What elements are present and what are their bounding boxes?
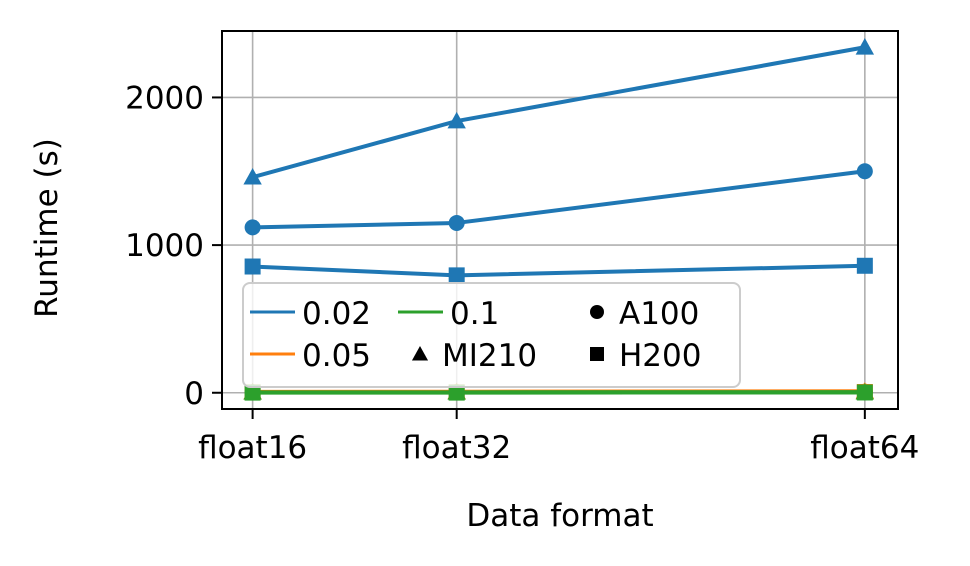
y-tick-label: 2000 (125, 80, 204, 116)
x-tick-label: float64 (810, 430, 919, 466)
data-point (243, 167, 262, 185)
series-line (252, 45, 866, 180)
data-point (244, 384, 261, 401)
data-point (855, 38, 875, 55)
legend: 0.02 0.05 0.1 MI210 A100 H200 (242, 282, 741, 388)
data-point (856, 257, 873, 274)
legend-label: 0.02 (302, 296, 371, 332)
legend-label: 0.05 (302, 338, 371, 374)
x-tick-label: float32 (402, 430, 511, 466)
series-layer (243, 38, 875, 401)
legend-marker (411, 345, 429, 361)
legend-label: A100 (619, 296, 699, 332)
legend-marker (590, 305, 604, 319)
data-point (856, 384, 873, 401)
data-point (448, 267, 465, 284)
data-point (447, 111, 466, 129)
y-tick-label: 0 (184, 376, 204, 412)
legend-box (242, 282, 741, 388)
x-axis: float16 float32 float64 (198, 409, 919, 466)
x-tick-label: float16 (198, 430, 307, 466)
data-point (244, 219, 261, 236)
y-tick-label: 1000 (125, 228, 204, 264)
series-0.02-H200 (244, 257, 873, 284)
plot-frame (221, 30, 899, 410)
series-0.02-A100 (244, 163, 873, 236)
series-line (252, 169, 866, 230)
series-0.02-MI210 (243, 38, 875, 185)
legend-item-0.02: 0.02 (250, 296, 371, 332)
legend-marker (590, 347, 604, 361)
y-axis: 0 1000 2000 (125, 80, 222, 412)
series-0.1-H200 (244, 384, 873, 401)
series-line (252, 263, 865, 278)
legend-item-0.05: 0.05 (250, 338, 371, 374)
y-axis-label: Runtime (s) (29, 138, 65, 318)
legend-label: H200 (619, 338, 701, 374)
legend-label: MI210 (442, 338, 537, 374)
legend-item-MI210: MI210 (411, 338, 537, 374)
legend-item-A100: A100 (590, 296, 699, 332)
data-point (448, 384, 465, 401)
legend-item-0.1: 0.1 (398, 296, 499, 332)
x-axis-label: Data format (466, 498, 653, 534)
data-point (448, 214, 465, 231)
legend-label: 0.1 (450, 296, 499, 332)
data-point (244, 258, 261, 275)
data-point (856, 163, 873, 180)
legend-item-H200: H200 (590, 338, 701, 374)
